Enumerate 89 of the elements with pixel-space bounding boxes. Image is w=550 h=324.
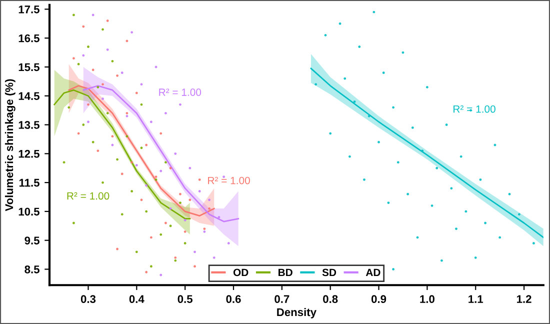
x-tick-label: 1.1 [468,295,484,303]
point [169,224,172,228]
point [344,77,346,80]
point [145,210,148,213]
y-tick-label: 14.5 [18,92,40,100]
x-tick-label: 0.5 [178,295,192,304]
point [174,152,177,155]
point [479,178,482,181]
point [145,270,148,274]
legend-label: BD [278,268,292,276]
point [198,178,201,181]
point [406,192,410,196]
point [120,213,124,216]
point [126,114,128,118]
point [474,256,477,259]
y-tick-label: 8.5 [24,265,40,274]
point [314,83,318,86]
x-tick-label: 0.8 [323,295,338,304]
point [130,31,134,34]
point [150,236,152,239]
x-tick-label: 0.6 [226,295,241,304]
point [145,144,148,146]
point [169,166,172,170]
y-tick-label: 10.5 [18,208,40,216]
point [184,230,186,233]
point [174,259,177,262]
point [160,170,162,172]
annotation: R² = 1.00 [208,176,250,184]
point [140,198,143,202]
point [411,126,414,129]
point [212,256,216,259]
y-tick-label: 17.5 [18,6,40,14]
point [68,106,70,109]
point [430,204,434,207]
point [188,166,192,170]
point [130,161,134,164]
x-tick-label: 0.9 [371,295,386,304]
point [92,140,94,144]
point [82,25,85,28]
x-tick-label: 0.7 [274,295,290,304]
legend-label: OD [233,268,248,276]
point [150,120,152,124]
y-tick-label: 11.5 [19,178,40,187]
point [338,22,342,25]
annotation: R² = 1.00 [454,105,496,113]
y-axis-title: Volumetric shrinkage (%) [4,79,16,212]
legend-label: SD [322,268,336,276]
point [82,54,85,57]
point [160,274,162,276]
x-tick-label: 1.0 [420,295,434,304]
y-tick-label: 15.5 [18,63,40,72]
point [184,218,186,222]
point [518,213,520,216]
y-tick-label: 13.5 [18,121,40,129]
point [508,192,511,196]
point [145,184,148,187]
point [111,135,114,138]
x-axis-title: Density [277,308,316,318]
annotation: R² = 1.00 [159,88,202,96]
point [140,146,143,150]
legend-label: AD [366,268,380,276]
point [135,92,138,94]
point [368,114,370,118]
x-tick-label: 0.3 [80,295,96,304]
point [120,172,124,176]
point [498,236,502,239]
point [353,100,356,103]
point [160,132,162,135]
point [135,250,138,254]
y-tick-label: 16.5 [18,34,40,42]
point [396,161,400,164]
point [174,256,177,259]
point [154,178,158,181]
point [160,233,162,236]
annotation: R² = 1.00 [67,192,110,200]
point [203,230,206,233]
point [436,166,438,170]
point [188,198,192,202]
point [150,265,152,268]
point [92,68,94,72]
x-tick-label: 0.4 [129,295,144,304]
point [62,161,66,164]
point [126,135,128,138]
point [106,48,109,51]
y-tick-label: 9.5 [24,236,40,244]
y-tick-label: 12.5 [18,150,40,158]
point [450,187,453,190]
x-tick-label: 1.2 [517,295,532,303]
point [329,132,332,135]
